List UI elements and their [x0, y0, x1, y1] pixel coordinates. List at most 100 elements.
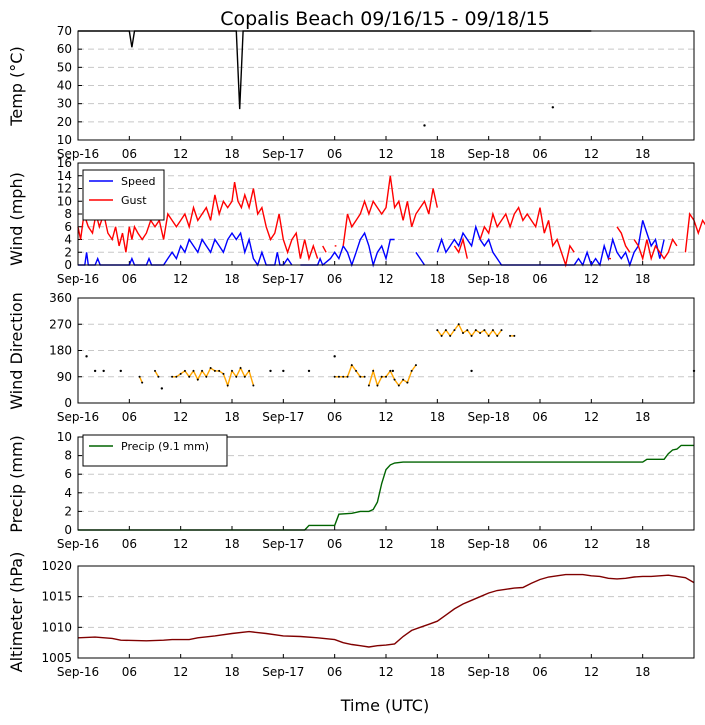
- data-point: [154, 369, 156, 372]
- data-point: [496, 334, 499, 337]
- data-point: [201, 369, 204, 372]
- x-tick-label: Sep-17: [262, 537, 304, 551]
- data-point: [359, 375, 362, 378]
- data-point: [372, 369, 375, 372]
- series-line-speed: [415, 251, 426, 266]
- data-point: [337, 375, 340, 378]
- data-point: [171, 375, 174, 378]
- chart-title: Copalis Beach 09/16/15 - 09/18/15: [220, 8, 550, 30]
- data-point: [192, 369, 195, 372]
- x-tick-label: 12: [378, 410, 393, 424]
- x-tick-label: 06: [122, 665, 137, 679]
- y-axis-label: Wind (mph): [7, 172, 26, 266]
- x-tick-label: 06: [327, 147, 342, 161]
- y-tick-label: 4: [64, 486, 72, 500]
- data-point: [333, 355, 336, 358]
- y-tick-label: 50: [57, 60, 72, 74]
- y-tick-label: 2: [64, 504, 72, 518]
- axes-frame: [77, 162, 695, 266]
- data-point: [141, 381, 144, 384]
- x-tick-label: 06: [122, 147, 137, 161]
- data-point: [138, 375, 141, 378]
- x-tick-label: 06: [532, 537, 547, 551]
- x-tick-label: 06: [327, 272, 342, 286]
- y-tick-label: 0: [64, 258, 72, 272]
- data-point: [444, 329, 447, 332]
- x-axis-label: Time (UTC): [340, 696, 429, 715]
- data-point: [342, 375, 345, 378]
- series-line-speed: [78, 231, 293, 267]
- x-tick-label: 12: [584, 272, 599, 286]
- x-tick-label: 12: [584, 665, 599, 679]
- data-point: [248, 369, 251, 372]
- series-line-direction: [138, 376, 143, 383]
- x-tick-label: Sep-16: [57, 147, 99, 161]
- series-line-gust: [453, 236, 468, 259]
- x-tick-label: 06: [532, 410, 547, 424]
- x-tick-label: Sep-17: [262, 147, 304, 161]
- data-point: [470, 369, 473, 373]
- y-tick-label: 4: [64, 233, 72, 247]
- x-tick-label: 18: [635, 147, 650, 161]
- y-tick-label: 1020: [41, 559, 72, 573]
- data-point: [509, 334, 512, 337]
- y-tick-label: 10: [57, 133, 72, 147]
- x-tick-label: 18: [635, 665, 650, 679]
- x-tick-label: 12: [173, 410, 188, 424]
- y-tick-label: 0: [64, 396, 72, 410]
- data-point: [402, 378, 405, 381]
- series-line-direction: [334, 363, 365, 378]
- data-point: [282, 369, 285, 373]
- x-tick-label: Sep-16: [57, 410, 99, 424]
- data-point: [487, 334, 490, 337]
- data-point: [483, 329, 486, 332]
- y-tick-label: 6: [64, 220, 72, 234]
- data-point: [355, 369, 358, 372]
- data-point: [414, 364, 417, 367]
- data-point: [453, 329, 456, 332]
- y-tick-label: 1015: [41, 590, 72, 604]
- y-tick-label: 30: [57, 97, 72, 111]
- data-point: [470, 334, 473, 337]
- x-tick-label: Sep-16: [57, 665, 99, 679]
- y-tick-label: 8: [64, 449, 72, 463]
- x-tick-label: 12: [378, 537, 393, 551]
- series-line-gust: [479, 206, 575, 268]
- series-line-altimeter: [77, 573, 695, 648]
- y-tick-label: 360: [49, 291, 72, 305]
- data-point: [363, 375, 366, 378]
- data-point: [209, 367, 212, 369]
- x-tick-label: 18: [224, 410, 239, 424]
- x-tick-label: 06: [327, 410, 342, 424]
- legend: Precip (9.1 mm): [82, 434, 228, 467]
- x-tick-label: Sep-17: [262, 665, 304, 679]
- data-point: [385, 375, 387, 378]
- data-point: [243, 375, 246, 378]
- y-tick-label: 70: [57, 24, 72, 38]
- data-point: [252, 384, 255, 387]
- data-point: [466, 329, 469, 332]
- data-point: [102, 369, 105, 373]
- data-point: [380, 375, 383, 378]
- legend: Speed Gust: [82, 169, 165, 221]
- x-tick-label: 12: [173, 537, 188, 551]
- x-tick-label: 18: [430, 147, 445, 161]
- x-tick-label: 06: [122, 537, 137, 551]
- y-axis-label: Temp (°C): [7, 46, 26, 126]
- data-point: [157, 375, 160, 378]
- legend-label: Gust: [121, 194, 147, 207]
- x-tick-label: Sep-18: [468, 665, 510, 679]
- legend-box: [82, 434, 228, 467]
- y-tick-label: 40: [57, 79, 72, 93]
- data-point: [440, 334, 443, 337]
- data-point: [474, 329, 477, 332]
- axes-frame: [77, 297, 695, 404]
- data-point: [423, 124, 426, 127]
- y-tick-label: 90: [57, 370, 72, 384]
- data-point: [457, 323, 460, 326]
- y-tick-label: 270: [49, 317, 72, 331]
- data-point: [175, 375, 178, 378]
- data-point: [393, 378, 396, 381]
- data-point: [491, 329, 494, 332]
